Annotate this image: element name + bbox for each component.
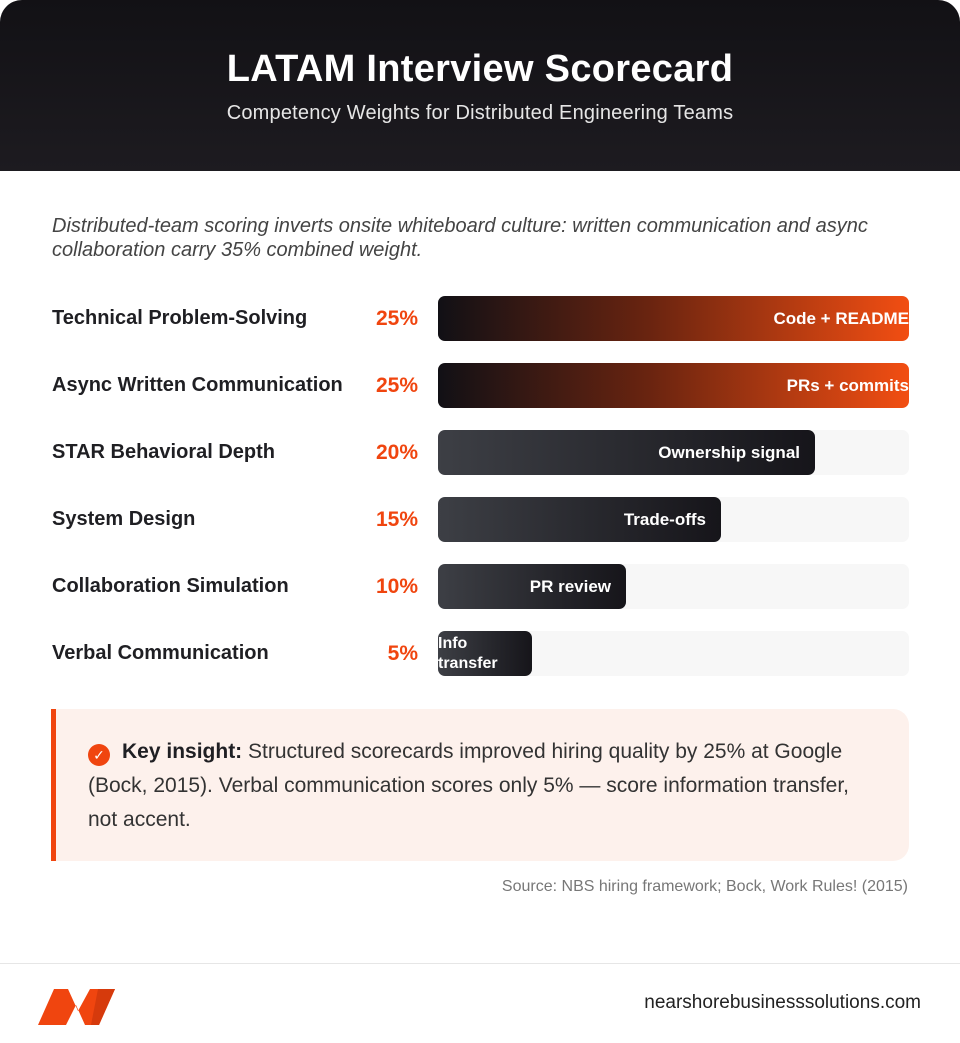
page-subtitle: Competency Weights for Distributed Engin… [226, 102, 734, 124]
category-label: STAR Behavioral Depth [52, 441, 275, 463]
chart-row: STAR Behavioral Depth 20% Ownership signal [0, 430, 960, 475]
chart-row: System Design 15% Trade-offs [0, 497, 960, 542]
key-insight-box: ✓ Key insight: Structured scorecards impr… [51, 709, 909, 861]
page-title: LATAM Interview Scorecard [226, 48, 734, 90]
category-label: Async Written Communication [52, 374, 343, 396]
chart-row: Technical Problem-Solving 25% Code + READM… [0, 296, 960, 341]
bar-track: PR review [438, 564, 909, 609]
category-label: Verbal Communication [52, 642, 269, 664]
insight-text: Structured scorecards improved hiring qu… [88, 740, 850, 831]
bar: Ownership signal [438, 430, 815, 475]
value-label: 15% [375, 508, 418, 531]
bar-track: Ownership signal [438, 430, 909, 475]
nbs-logo-icon [38, 989, 115, 1025]
website-link[interactable]: nearshorebusinesssolutions.com [644, 992, 921, 1013]
bar: Trade-offs [438, 497, 721, 542]
bar-label: Info transfer [438, 634, 498, 672]
chart-row: Verbal Communication 5% Info transfer [0, 631, 960, 676]
bar-label: PRs + commits [786, 375, 909, 395]
bar-track: PRs + commits [438, 363, 909, 408]
bar-track: Code + README [438, 296, 909, 341]
value-label: 25% [375, 307, 418, 330]
chart-row: Async Written Communication 25% PRs + comm… [0, 363, 960, 408]
bar-track: Info transfer [438, 631, 909, 676]
value-label: 20% [375, 441, 418, 464]
chart-row: Collaboration Simulation 10% PR review [0, 564, 960, 609]
bar-label: Trade-offs [623, 509, 706, 529]
bar-track: Trade-offs [438, 497, 909, 542]
check-circle-icon: ✓ [88, 744, 110, 766]
bar-label: PR review [529, 576, 611, 596]
category-label: Collaboration Simulation [52, 575, 289, 597]
source-note: Source: NBS hiring framework; Bock, Work… [501, 878, 908, 895]
intro-text: Distributed-team scoring inverts onsite … [52, 215, 868, 261]
category-label: Technical Problem-Solving [52, 307, 308, 329]
header: LATAM Interview Scorecard Competency Wei… [0, 0, 960, 171]
bar: Info transfer [438, 631, 532, 676]
value-label: 10% [375, 575, 418, 598]
value-label: 25% [375, 374, 418, 397]
value-label: 5% [387, 642, 418, 665]
bar-label: Code + README [773, 308, 909, 328]
bar: PRs + commits [438, 363, 909, 408]
bar-label: Ownership signal [658, 442, 800, 462]
insight-heading: Key insight: [122, 740, 243, 763]
footer: nearshorebusinesssolutions.com [0, 963, 960, 1043]
bar: Code + README [438, 296, 909, 341]
bar: PR review [438, 564, 626, 609]
category-label: System Design [52, 508, 196, 530]
